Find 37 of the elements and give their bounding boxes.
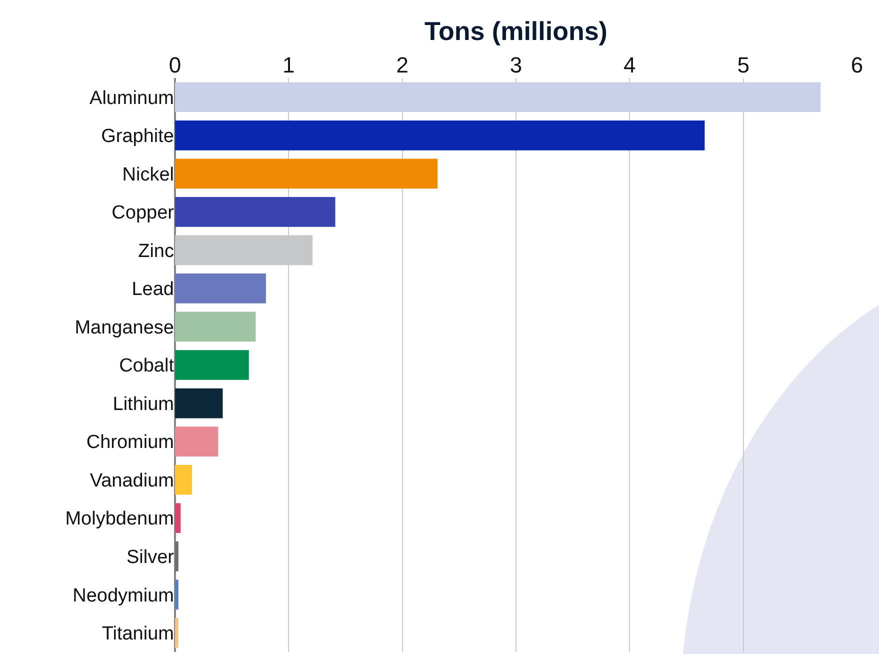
- x-tick-label: 6: [850, 52, 864, 78]
- y-tick-label: Graphite: [101, 126, 174, 148]
- y-tick-label: Chromium: [86, 432, 174, 454]
- x-tick-label: 0: [168, 52, 182, 78]
- y-tick-label: Titanium: [102, 624, 174, 645]
- y-tick-label: Aluminum: [90, 88, 174, 109]
- x-tick-label: 3: [510, 52, 522, 78]
- y-tick-label: Silver: [126, 546, 175, 568]
- bar: [175, 580, 178, 610]
- bar: [175, 82, 821, 112]
- y-tick-label: Cobalt: [119, 356, 175, 377]
- bar: [175, 120, 705, 150]
- bar: [175, 312, 256, 342]
- bar: [175, 197, 336, 227]
- y-tick-label: Neodymium: [72, 585, 174, 606]
- x-axis-title: Tons (millions): [424, 16, 608, 46]
- y-tick-label: Zinc: [138, 240, 174, 262]
- bar: [175, 503, 181, 533]
- x-tick-label: 5: [737, 52, 750, 78]
- x-tick-label: 2: [396, 52, 408, 78]
- bar: [175, 464, 192, 495]
- y-tick-label: Nickel: [122, 164, 174, 186]
- y-tick-label: Copper: [112, 202, 175, 224]
- bar: [175, 426, 218, 456]
- x-tick-label: 1: [282, 52, 295, 78]
- y-tick-label: Vanadium: [90, 470, 174, 492]
- bar: [175, 388, 223, 418]
- y-tick-label: Lead: [132, 279, 174, 300]
- y-tick-label: Manganese: [74, 317, 174, 338]
- y-tick-label: Lithium: [112, 394, 174, 415]
- bar: [175, 350, 249, 380]
- bar: [175, 158, 438, 189]
- bar: [175, 274, 266, 304]
- bar: [175, 541, 178, 572]
- x-tick-label: 4: [624, 52, 636, 78]
- bar: [175, 618, 178, 648]
- y-tick-label: Molybdenum: [65, 508, 174, 530]
